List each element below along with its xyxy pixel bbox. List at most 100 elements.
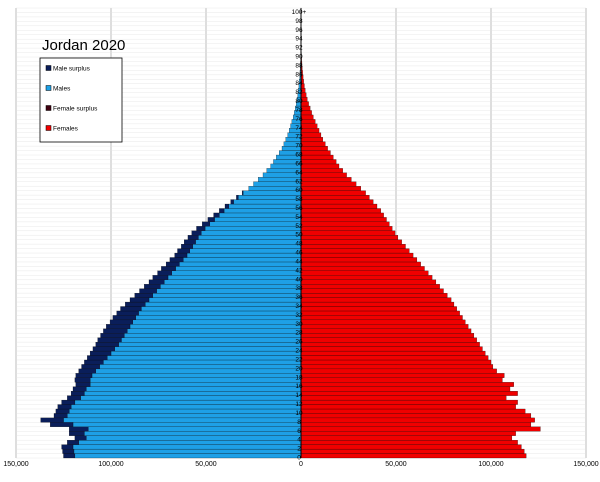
male-bar — [160, 284, 302, 289]
female-bar — [300, 235, 399, 240]
age-label: 24 — [295, 348, 303, 355]
female-bar — [300, 293, 448, 298]
female-bar — [300, 364, 494, 370]
age-label: 46 — [295, 250, 303, 257]
male-bar — [179, 261, 302, 267]
age-label: 96 — [295, 27, 303, 34]
x-tick-label: 100,000 — [98, 461, 123, 468]
female-bar — [300, 221, 390, 227]
female-bar — [300, 114, 314, 120]
x-tick-label: 50,000 — [385, 461, 407, 468]
male-surplus-bar — [69, 431, 85, 436]
female-bar — [300, 440, 518, 445]
female-bar — [300, 391, 518, 396]
age-label: 70 — [295, 143, 303, 150]
age-label: 12 — [295, 401, 303, 408]
male-bar — [204, 226, 302, 231]
male-bar — [99, 364, 302, 370]
male-bar — [192, 244, 302, 249]
female-bar — [300, 319, 466, 325]
male-surplus-bar — [55, 408, 70, 414]
age-label: 30 — [295, 321, 303, 328]
male-bar — [145, 301, 302, 307]
female-bar — [300, 431, 516, 436]
age-label: 68 — [295, 152, 303, 159]
age-label: 92 — [295, 45, 303, 52]
age-label: 90 — [295, 54, 303, 61]
male-surplus-bar — [191, 230, 202, 236]
age-label: 14 — [295, 392, 303, 399]
male-surplus-bar — [187, 235, 199, 240]
age-label: 28 — [295, 330, 303, 337]
male-bar — [86, 435, 302, 441]
chart-title: Jordan 2020 — [42, 37, 125, 54]
female-bar — [300, 413, 532, 419]
female-bar — [300, 159, 337, 165]
male-bar — [91, 373, 302, 378]
female-bar — [300, 190, 366, 196]
male-bar — [124, 333, 302, 338]
age-label: 50 — [295, 232, 303, 239]
male-bar — [195, 239, 302, 245]
x-tick-label: 100,000 — [478, 461, 503, 468]
female-bar — [300, 132, 322, 138]
male-surplus-bar — [116, 310, 139, 316]
male-bar — [89, 382, 302, 387]
age-label: 4 — [297, 437, 301, 444]
male-surplus-bar — [67, 395, 81, 401]
female-bar — [300, 203, 378, 209]
male-surplus-bar — [63, 453, 76, 459]
age-label: 76 — [295, 116, 303, 123]
age-label: 80 — [295, 98, 303, 105]
age-label: 48 — [295, 241, 303, 248]
male-surplus-bar — [230, 199, 234, 205]
female-bar — [300, 350, 486, 356]
male-surplus-bar — [95, 342, 119, 347]
male-bar — [72, 422, 302, 427]
age-label: 86 — [295, 71, 303, 78]
male-surplus-bar — [120, 306, 142, 312]
male-surplus-bar — [84, 359, 104, 365]
female-bar — [300, 435, 513, 441]
male-surplus-bar — [92, 346, 115, 352]
male-bar — [248, 186, 302, 191]
male-surplus-bar — [219, 208, 225, 214]
male-bar — [233, 199, 302, 205]
male-surplus-bar — [144, 284, 161, 289]
male-bar — [228, 203, 302, 209]
male-surplus-bar — [67, 440, 79, 445]
legend-swatch — [45, 105, 52, 111]
male-surplus-bar — [196, 226, 206, 231]
age-label: 38 — [295, 285, 303, 292]
age-label: 40 — [295, 276, 303, 283]
male-surplus-bar — [40, 417, 64, 423]
male-surplus-bar — [181, 244, 193, 249]
male-bar — [152, 293, 302, 298]
male-surplus-bar — [78, 368, 96, 374]
female-bar — [300, 288, 444, 294]
female-bar — [300, 123, 318, 129]
female-bar — [300, 404, 516, 410]
age-label: 42 — [295, 267, 303, 274]
age-label: 64 — [295, 169, 303, 176]
age-label: 72 — [295, 134, 303, 141]
female-bar — [300, 315, 463, 321]
male-bar — [80, 395, 302, 401]
female-bar — [300, 137, 323, 142]
male-surplus-bar — [241, 190, 244, 196]
male-surplus-bar — [87, 355, 108, 361]
male-bar — [69, 408, 302, 414]
female-bar — [300, 284, 440, 289]
male-surplus-bar — [152, 275, 169, 280]
age-label: 54 — [295, 214, 303, 221]
male-surplus-bar — [103, 328, 128, 334]
female-bar — [300, 426, 541, 432]
male-bar — [141, 306, 302, 312]
male-surplus-bar — [165, 261, 180, 267]
male-surplus-bar — [74, 435, 87, 441]
female-bar — [300, 373, 505, 378]
male-surplus-bar — [207, 217, 215, 222]
female-bar — [300, 248, 410, 254]
male-bar — [70, 404, 302, 410]
age-label: 34 — [295, 303, 303, 310]
